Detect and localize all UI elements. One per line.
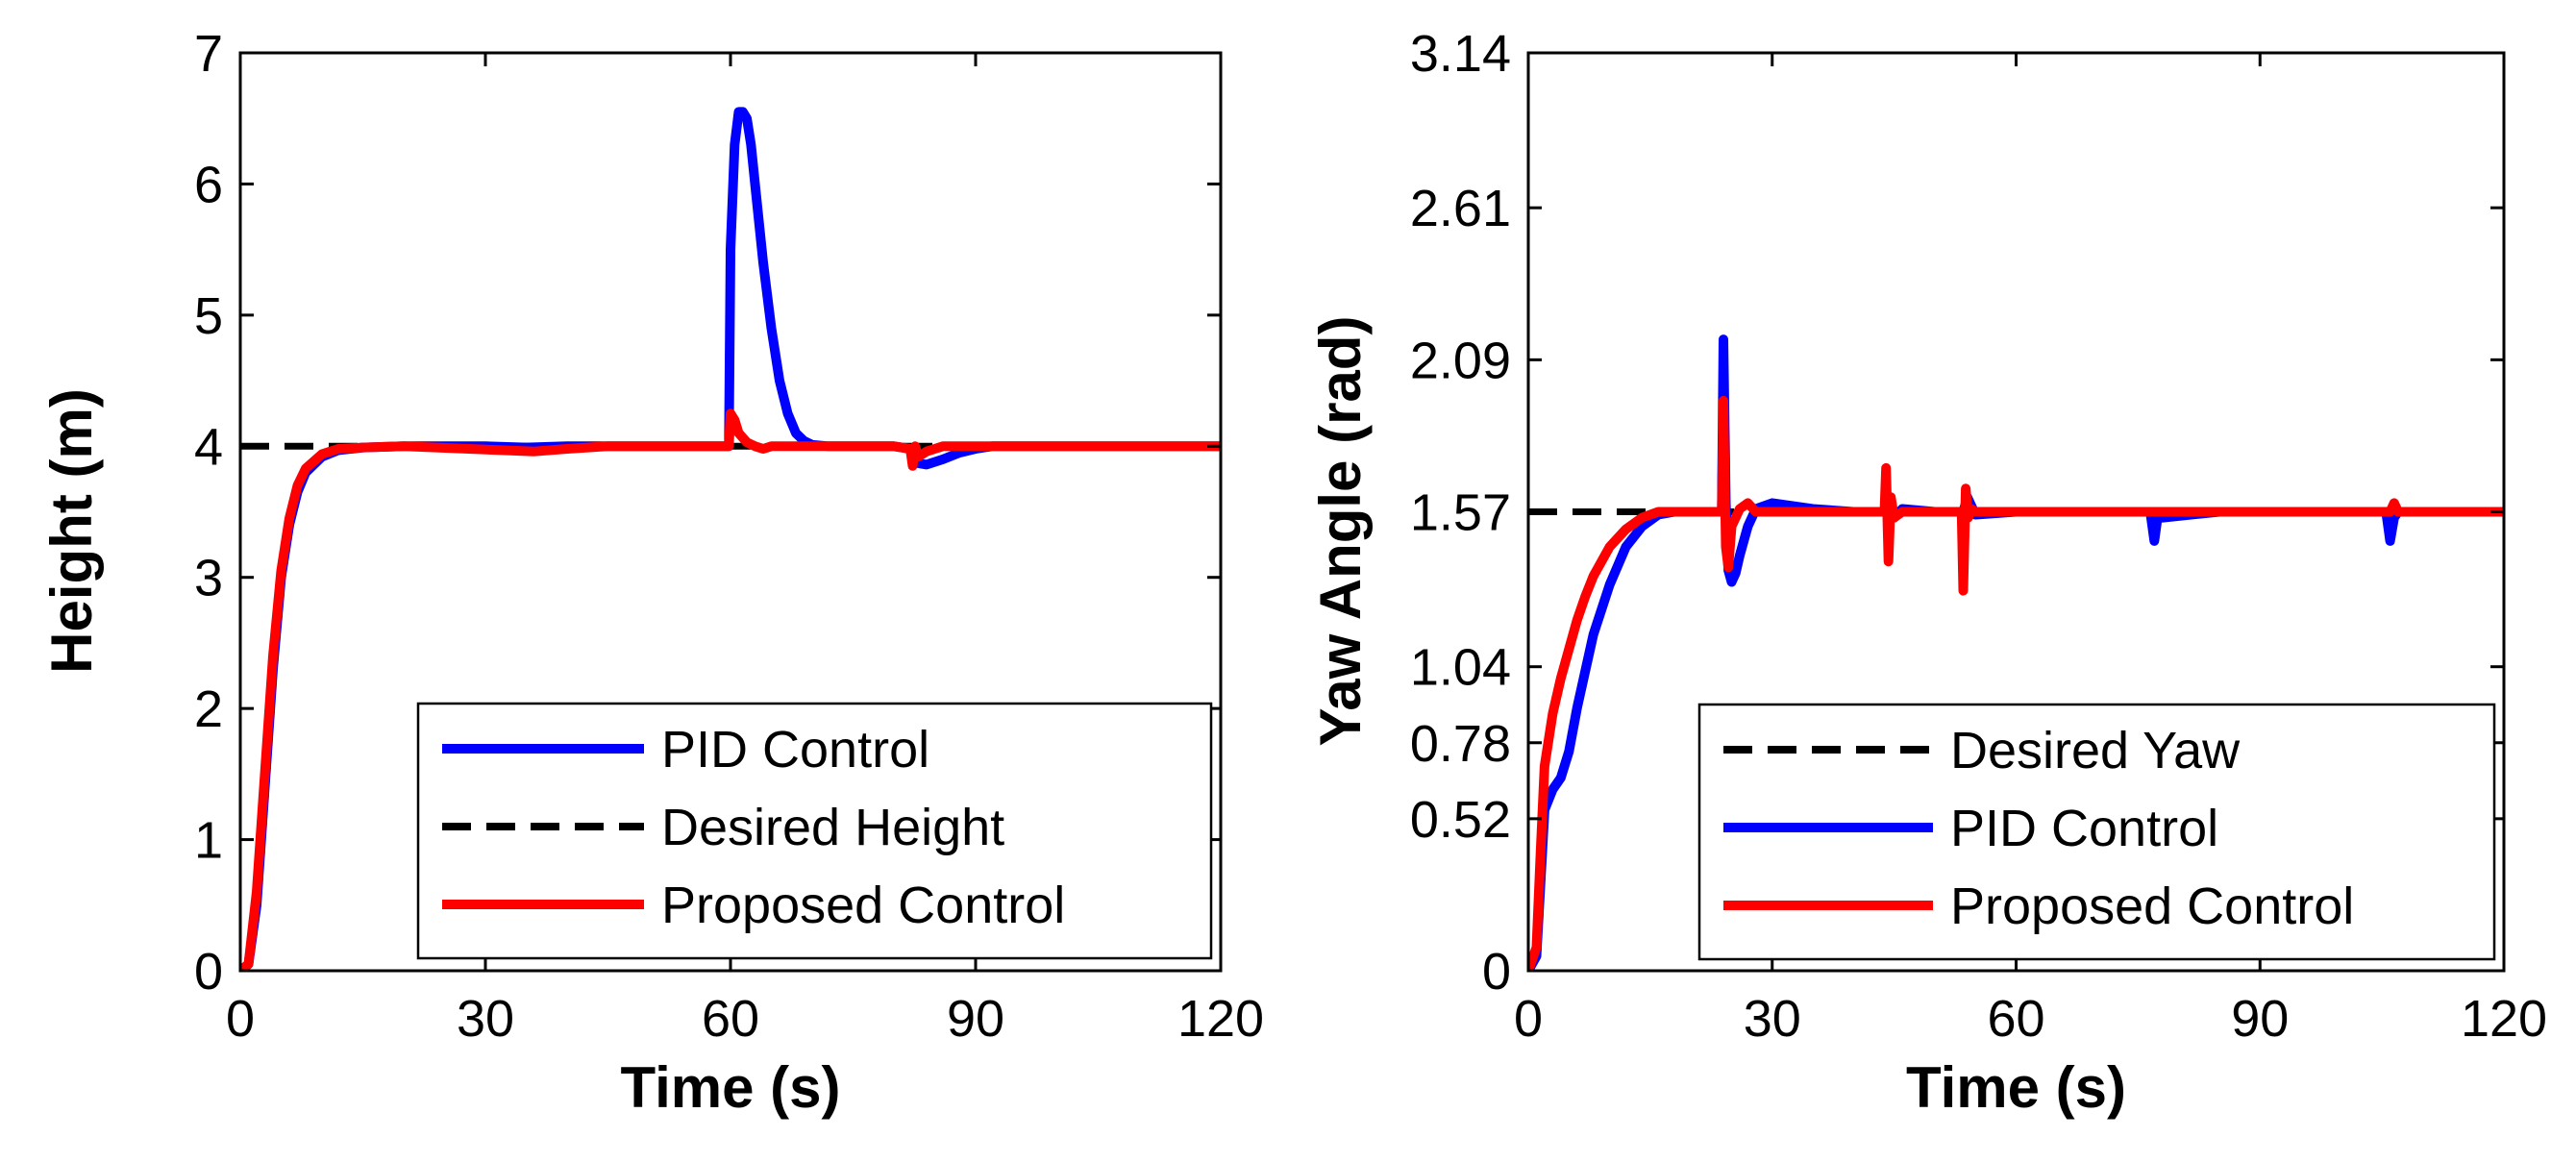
height-chart: 0 30 60 90 120 0 1 2 3 4 5 6 7 Time (s) Height (m) PID … xyxy=(39,25,1264,1120)
yaw-y-axis-title: Yaw Angle (rad) xyxy=(1308,316,1373,747)
yaw-x-tick-label: 0 xyxy=(1514,990,1543,1048)
yaw-legend-label: PID Control xyxy=(1950,800,2218,857)
height-x-tick-label: 0 xyxy=(226,990,255,1048)
height-legend-label: Desired Height xyxy=(661,799,1004,856)
yaw-legend-label: Proposed Control xyxy=(1950,878,2354,935)
height-x-axis-title: Time (s) xyxy=(621,1055,841,1120)
yaw-y-tick-label: 2.61 xyxy=(1410,180,1511,237)
yaw-legend-label: Desired Yaw xyxy=(1950,722,2241,779)
height-y-tick-label: 1 xyxy=(194,812,223,870)
yaw-y-tick-label: 0 xyxy=(1482,943,1511,1001)
yaw-y-tick-label: 1.04 xyxy=(1410,639,1511,697)
yaw-y-tick-label: 1.57 xyxy=(1410,484,1511,542)
yaw-chart: 0 30 60 90 120 0 0.52 0.78 1.04 1.57 2.09 2.61 3.14 T… xyxy=(1308,25,2547,1120)
yaw-x-tick-label: 120 xyxy=(2461,990,2547,1048)
yaw-x-tick-label: 90 xyxy=(2231,990,2289,1048)
height-x-tick-label: 30 xyxy=(457,990,514,1048)
height-y-tick-label: 2 xyxy=(194,680,223,738)
yaw-x-tick-label: 30 xyxy=(1744,990,1801,1048)
height-y-tick-label: 4 xyxy=(194,418,223,476)
yaw-x-axis-title: Time (s) xyxy=(1906,1055,2126,1120)
height-y-axis-title: Height (m) xyxy=(39,388,104,674)
yaw-legend: Desired Yaw PID Control Proposed Control xyxy=(1697,703,2496,961)
yaw-y-tick-label: 0.52 xyxy=(1410,791,1511,849)
yaw-x-tick-label: 60 xyxy=(1987,990,2044,1048)
height-x-tick-label: 90 xyxy=(947,990,1004,1048)
yaw-y-tick-label: 0.78 xyxy=(1410,715,1511,773)
yaw-y-tick-label: 3.14 xyxy=(1410,25,1511,83)
height-y-tick-label: 7 xyxy=(194,25,223,83)
height-y-tick-label: 3 xyxy=(194,550,223,607)
height-legend-label: Proposed Control xyxy=(661,877,1065,934)
height-legend: PID Control Desired Height Proposed Contro… xyxy=(416,702,1213,960)
yaw-series-proposed-control xyxy=(1528,395,2504,971)
height-y-tick-label: 5 xyxy=(194,287,223,345)
height-x-tick-label: 60 xyxy=(702,990,759,1048)
height-y-tick-label: 6 xyxy=(194,156,223,213)
height-x-tick-label: 120 xyxy=(1177,990,1264,1048)
height-series-proposed-control xyxy=(240,408,1221,971)
yaw-y-tick-label: 2.09 xyxy=(1410,332,1511,389)
height-y-tick-label: 0 xyxy=(194,943,223,1001)
height-legend-label: PID Control xyxy=(661,721,929,779)
